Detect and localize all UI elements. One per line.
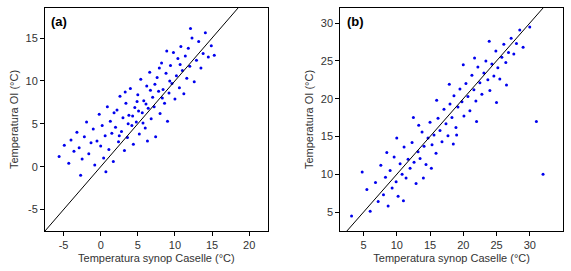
svg-text:25: 25 — [490, 239, 502, 251]
svg-text:10: 10 — [391, 239, 403, 251]
svg-text:0: 0 — [98, 239, 104, 251]
svg-text:5: 5 — [360, 239, 366, 251]
svg-text:20: 20 — [321, 93, 333, 105]
svg-text:5: 5 — [135, 239, 141, 251]
svg-text:-5: -5 — [59, 239, 69, 251]
svg-text:20: 20 — [457, 239, 469, 251]
svg-text:15: 15 — [321, 130, 333, 142]
svg-text:(a): (a) — [51, 14, 67, 29]
svg-text:15: 15 — [206, 239, 218, 251]
svg-text:30: 30 — [321, 17, 333, 29]
svg-text:15: 15 — [26, 32, 38, 44]
svg-text:Temperatura OI (°C): Temperatura OI (°C) — [8, 70, 20, 169]
svg-text:30: 30 — [524, 239, 536, 251]
svg-text:10: 10 — [169, 239, 181, 251]
svg-text:Temperatura synop Caselle (°C): Temperatura synop Caselle (°C) — [78, 252, 235, 264]
svg-text:20: 20 — [243, 239, 255, 251]
svg-text:Temperatura synop Caselle (°C): Temperatura synop Caselle (°C) — [373, 252, 530, 264]
svg-text:0: 0 — [32, 161, 38, 173]
svg-text:25: 25 — [321, 55, 333, 67]
svg-text:10: 10 — [321, 168, 333, 180]
svg-text:15: 15 — [424, 239, 436, 251]
svg-text:5: 5 — [327, 206, 333, 218]
svg-text:(b): (b) — [347, 14, 364, 29]
svg-text:10: 10 — [26, 75, 38, 87]
svg-text:5: 5 — [32, 118, 38, 130]
svg-text:-5: -5 — [28, 203, 38, 215]
svg-text:Temperatura OI (°C): Temperatura OI (°C) — [303, 70, 315, 169]
